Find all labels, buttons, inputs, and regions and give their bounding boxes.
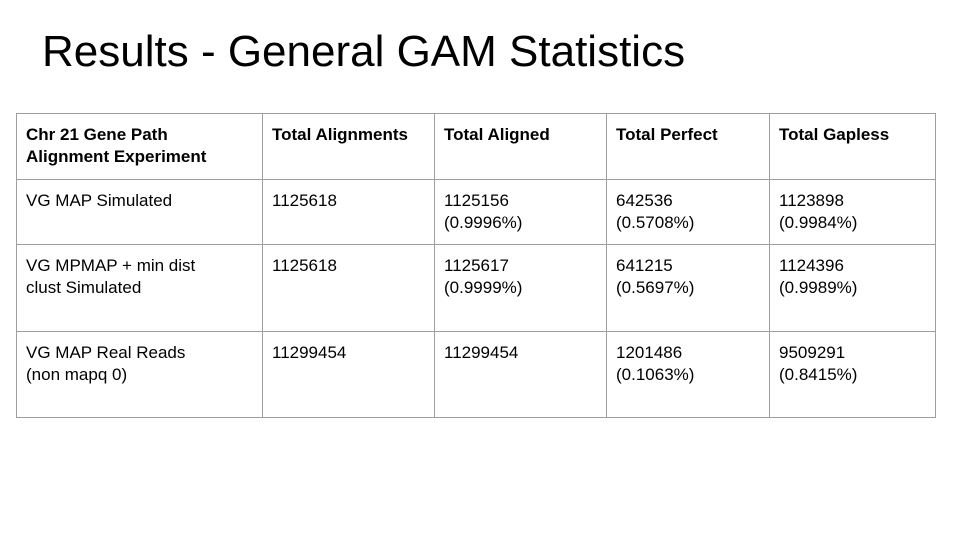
cell-total-gapless: 1123898 (0.9984%) bbox=[769, 179, 936, 245]
cell-experiment: VG MAP Simulated bbox=[16, 179, 263, 245]
slide-title: Results - General GAM Statistics bbox=[42, 27, 686, 76]
cell-total-alignments: 1125618 bbox=[262, 179, 435, 245]
cell-experiment: VG MAP Real Reads (non mapq 0) bbox=[16, 331, 263, 418]
cell-total-aligned: 1125156 (0.9996%) bbox=[434, 179, 607, 245]
gam-statistics-table: Chr 21 Gene Path Alignment Experiment To… bbox=[16, 113, 936, 418]
header-total-alignments: Total Alignments bbox=[262, 113, 435, 180]
cell-total-alignments: 1125618 bbox=[262, 244, 435, 332]
table-row: VG MAP Real Reads (non mapq 0) 11299454 … bbox=[16, 331, 936, 418]
cell-total-perfect: 642536 (0.5708%) bbox=[606, 179, 770, 245]
table-row: VG MAP Simulated 1125618 1125156 (0.9996… bbox=[16, 179, 936, 245]
table-header-row: Chr 21 Gene Path Alignment Experiment To… bbox=[16, 113, 936, 180]
cell-total-perfect: 1201486 (0.1063%) bbox=[606, 331, 770, 418]
header-total-aligned: Total Aligned bbox=[434, 113, 607, 180]
cell-total-gapless: 1124396 (0.9989%) bbox=[769, 244, 936, 332]
header-experiment: Chr 21 Gene Path Alignment Experiment bbox=[16, 113, 263, 180]
header-total-perfect: Total Perfect bbox=[606, 113, 770, 180]
cell-total-aligned: 11299454 bbox=[434, 331, 607, 418]
cell-total-perfect: 641215 (0.5697%) bbox=[606, 244, 770, 332]
cell-experiment: VG MPMAP + min dist clust Simulated bbox=[16, 244, 263, 332]
cell-total-aligned: 1125617 (0.9999%) bbox=[434, 244, 607, 332]
header-total-gapless: Total Gapless bbox=[769, 113, 936, 180]
cell-total-alignments: 11299454 bbox=[262, 331, 435, 418]
cell-total-gapless: 9509291 (0.8415%) bbox=[769, 331, 936, 418]
table-row: VG MPMAP + min dist clust Simulated 1125… bbox=[16, 244, 936, 332]
